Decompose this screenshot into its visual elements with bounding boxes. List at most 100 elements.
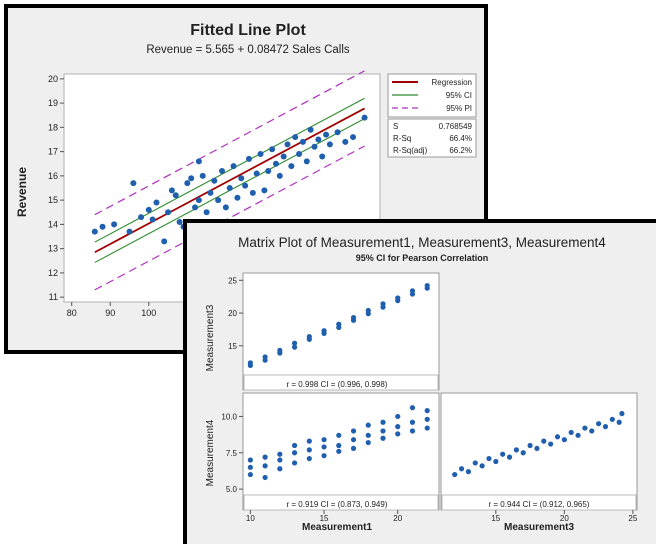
data-point [111,221,118,228]
data-point [277,451,283,457]
data-point [596,421,602,427]
data-point [269,146,276,153]
data-point [409,288,416,294]
data-point [306,334,312,340]
data-point [319,153,326,160]
data-point [277,347,283,353]
data-point [292,134,299,141]
data-point [513,447,519,453]
m1-x-tick-label: 15 [320,514,329,523]
r-label-m1-m3: r = 0.998 CI = (0.996, 0.998) [287,380,388,389]
data-point [291,460,298,466]
data-point [336,432,342,438]
data-point [230,163,237,170]
fitted-y-tick-label: 17 [48,147,58,157]
data-point [548,441,554,447]
matrix-plot-chart: Matrix Plot of Measurement1, Measurement… [205,235,638,533]
data-point [261,187,268,194]
data-point [215,197,222,204]
data-point [380,301,386,307]
data-point [350,445,357,452]
data-point [395,424,401,430]
data-point [350,428,357,434]
matrix-xlabel-m1: Measurement1 [302,522,372,533]
matrix-panels [242,272,638,511]
data-point [161,238,168,245]
data-point [280,153,287,160]
data-point [306,455,312,462]
data-point [99,223,106,230]
data-point [361,114,368,121]
data-point [307,126,314,133]
panel-m3-m4-r-box [441,494,637,511]
data-point [486,455,492,462]
data-point [365,307,371,314]
m4-y-tick-label: 5.0 [226,485,238,494]
stats-box [387,118,477,158]
data-point [589,428,595,434]
data-point [188,175,195,182]
data-point [409,419,416,425]
data-point [253,170,260,177]
data-point [288,163,295,170]
data-point [506,454,513,460]
regression-line [94,107,366,254]
data-point [520,450,526,456]
m3-y-tick-label: 20 [228,309,237,318]
stat-rsqadj-label: R-Sq(adj) [393,146,428,155]
data-point [342,138,349,145]
data-point [277,457,283,463]
pi-upper-line [94,70,365,216]
r-label-m1-m4: r = 0.919 CI = (0.873, 0.949) [287,500,388,509]
data-point [284,141,291,148]
data-point [452,471,458,478]
fitted-x-tick-label: 100 [141,308,156,318]
data-point [311,143,318,150]
data-point [350,134,357,141]
data-point [291,340,298,346]
data-point [291,442,298,449]
data-point [242,182,249,189]
data-point [195,158,202,165]
data-point [138,214,145,221]
data-point [554,434,561,440]
data-point [299,138,306,145]
data-point [262,454,268,460]
data-point [365,422,371,428]
data-point [582,425,588,431]
fitted-y-ticks: 11 12 13 14 15 16 17 18 19 20 [48,74,64,302]
data-point [336,448,342,454]
data-point [321,453,327,459]
data-point [168,187,175,194]
fitted-x-tick-label: 90 [105,308,115,318]
legend-pi: 95% PI [446,104,472,113]
data-point [199,172,206,179]
data-point [424,408,430,414]
data-point [334,129,341,136]
m3-x-tick-label: 20 [560,514,569,523]
data-point [234,194,241,201]
data-point [153,199,160,206]
m1-x-tick-label: 10 [246,514,255,523]
matrix-ylabel-m3: Measurement3 [205,304,216,371]
data-point [257,151,264,158]
data-point [247,360,253,366]
data-point [380,419,386,425]
data-point [165,209,172,216]
stat-rsqadj-value: 66.2% [449,146,472,155]
fitted-y-axis-label: Revenue [15,167,29,217]
data-point [238,175,245,182]
panel-m1-m4-r-box [243,494,439,511]
data-point [249,189,256,196]
data-point [561,437,567,443]
matrix-ticks: 15 20 25 5.0 7.5 10.0 10 15 20 15 20 25 [221,276,637,523]
data-point [91,228,98,235]
data-point [247,471,253,478]
data-point [296,151,303,158]
m4-y-tick-label: 10.0 [221,412,237,421]
fitted-y-tick-label: 12 [48,268,58,278]
panel-m1-m3-r-box [243,374,439,391]
stat-rsq-label: R-Sq [393,134,411,143]
fitted-y-tick-label: 20 [48,74,58,84]
data-point [315,136,322,143]
